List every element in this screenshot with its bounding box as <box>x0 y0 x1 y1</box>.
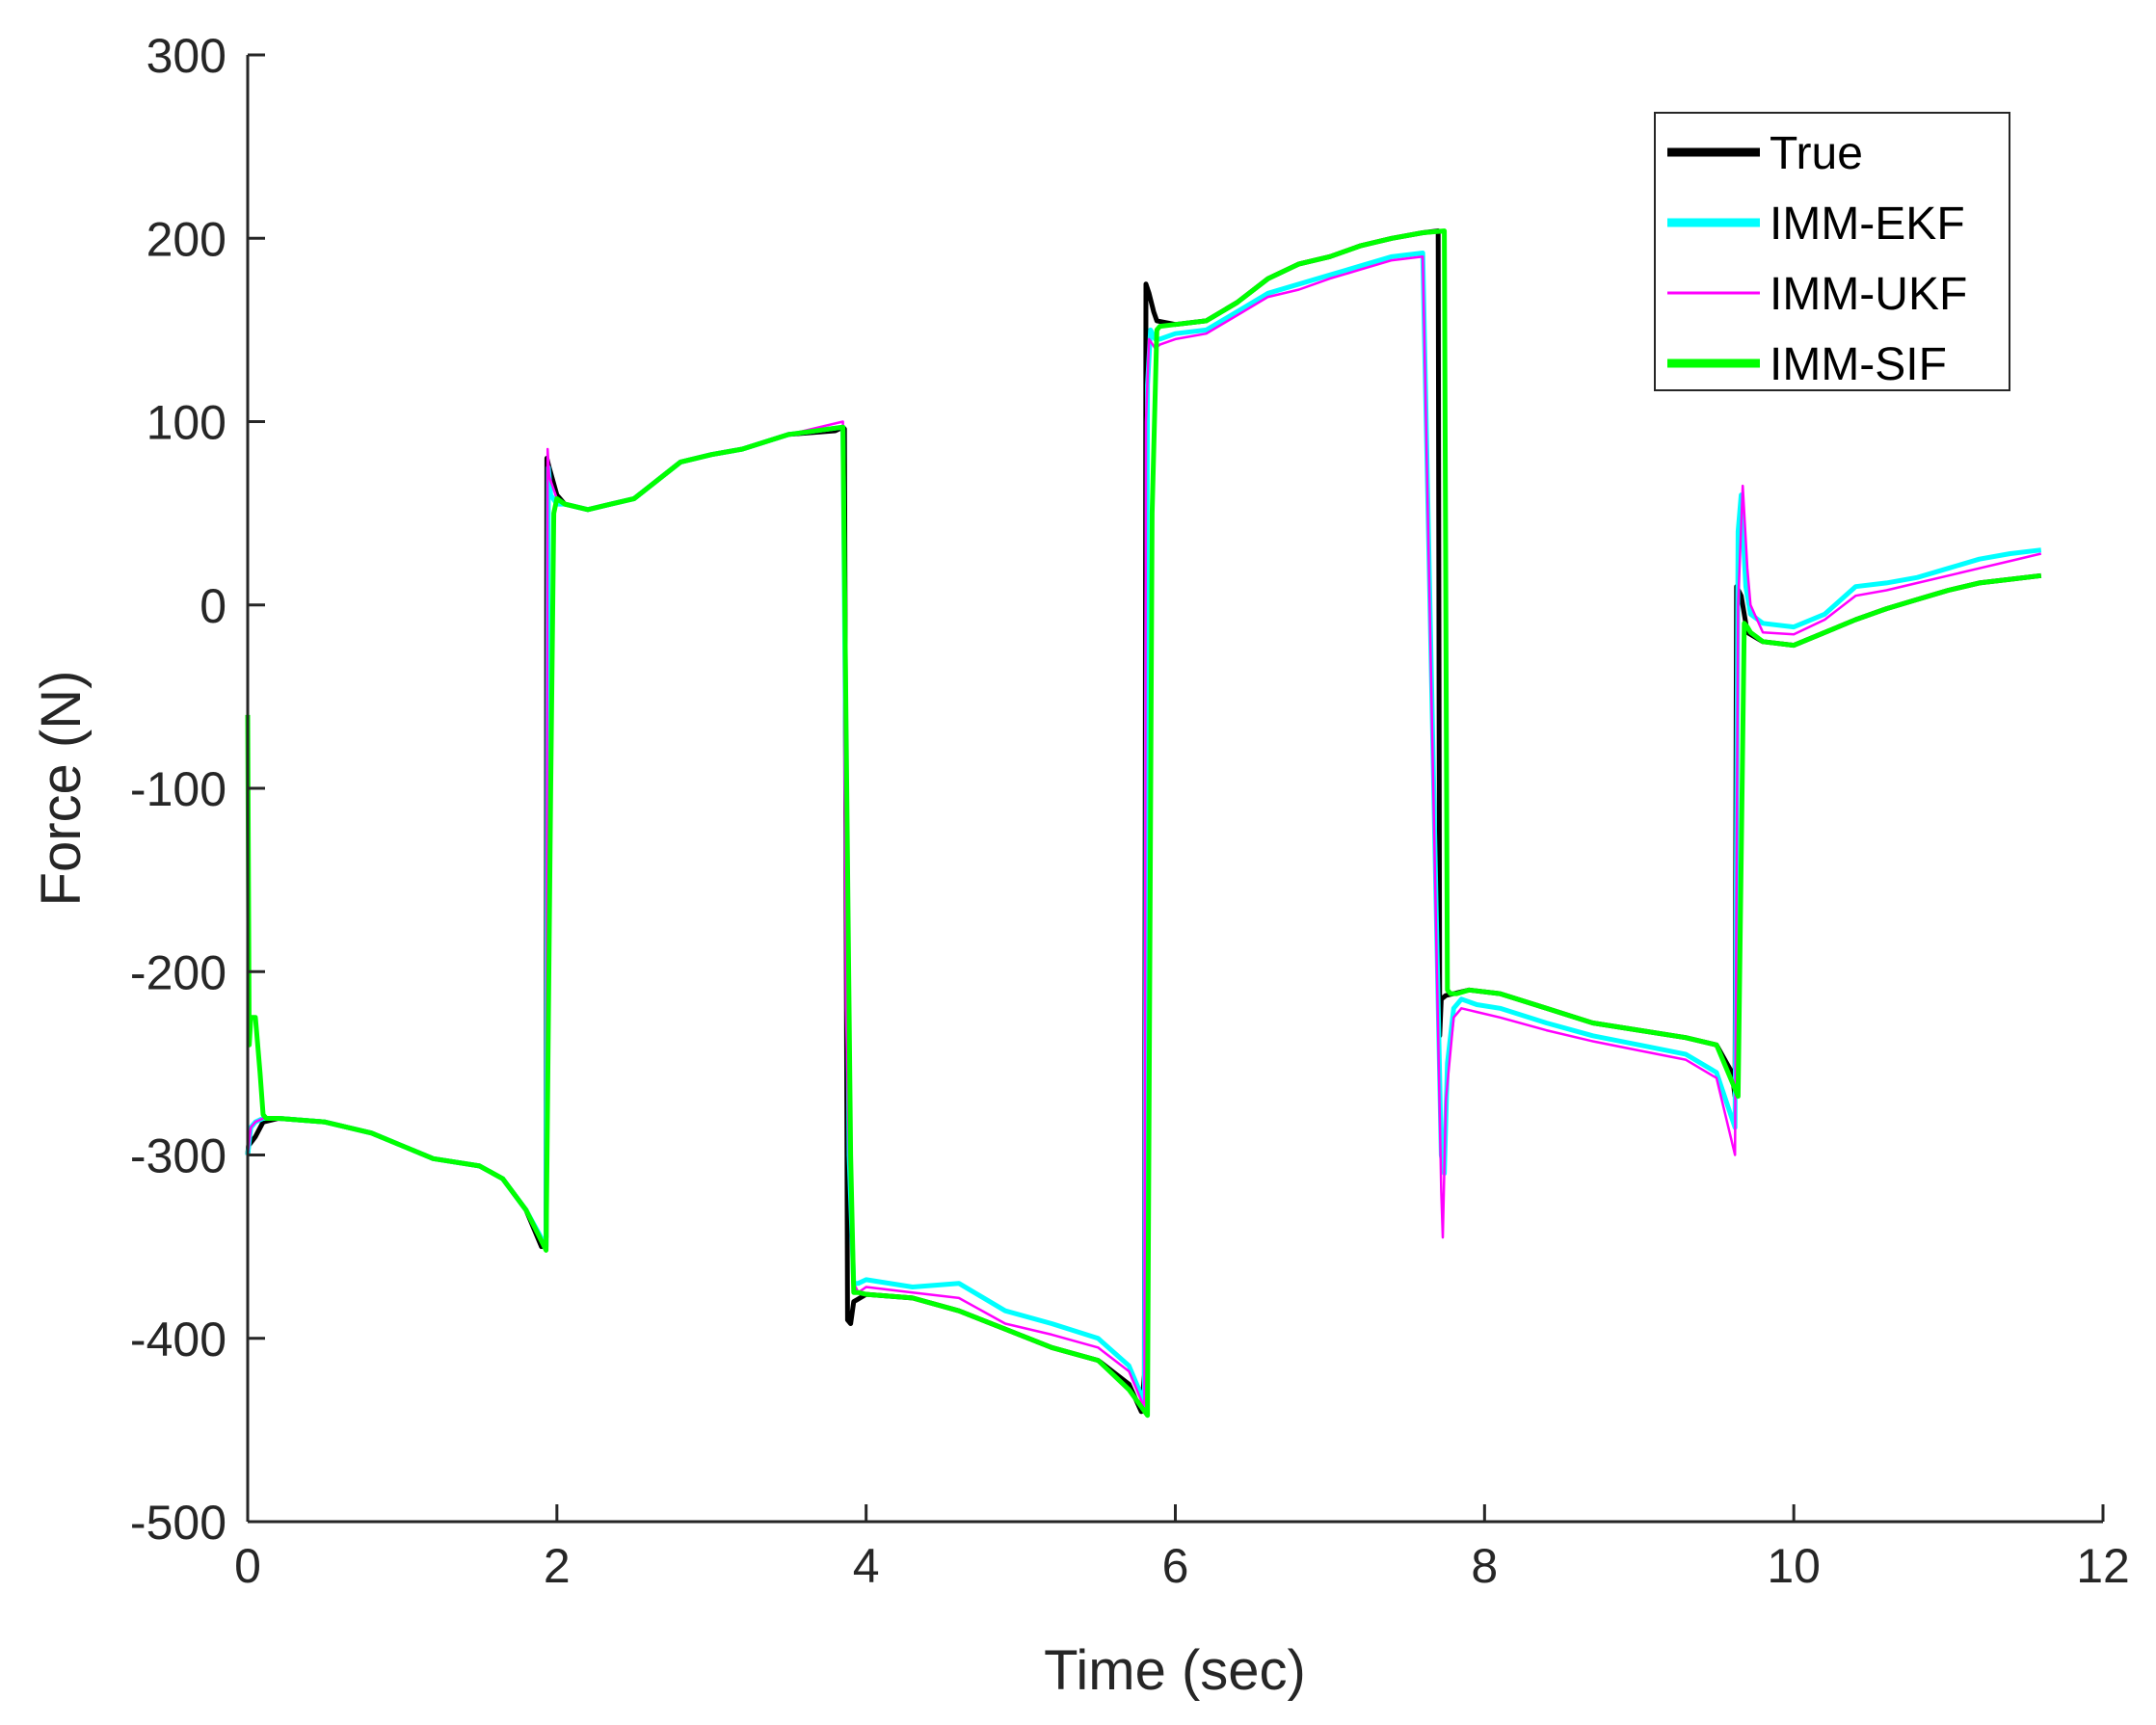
legend-label: True <box>1770 128 1863 179</box>
series-line-imm-ukf <box>246 255 2042 1410</box>
x-axis-label: Time (sec) <box>1044 1639 1306 1702</box>
x-tick-label: 12 <box>2076 1539 2130 1593</box>
legend-box <box>1654 112 2010 391</box>
x-tick-label: 6 <box>1162 1539 1189 1593</box>
legend-label: IMM-SIF <box>1770 339 1947 390</box>
y-tick-label: 200 <box>146 212 226 266</box>
y-tick-label: 0 <box>200 579 226 633</box>
legend-items: True IMM-EKF IMM-UKF IMM-SIF <box>1667 128 1967 390</box>
y-tick-label: -500 <box>130 1496 226 1550</box>
legend-label: IMM-EKF <box>1770 199 1965 250</box>
legend: True IMM-EKF IMM-UKF IMM-SIF <box>1654 112 2010 391</box>
y-tick-label: -200 <box>130 945 226 999</box>
series-layer <box>245 228 2042 1419</box>
x-tick-label: 2 <box>544 1539 571 1593</box>
x-tick-label: 4 <box>853 1539 880 1593</box>
y-axis-label: Force (N) <box>30 671 93 907</box>
x-ticks: 0 2 4 6 8 10 12 <box>234 1504 2130 1593</box>
series-line-imm-sif <box>245 228 2042 1419</box>
y-tick-label: -100 <box>130 762 226 816</box>
x-tick-label: 0 <box>234 1539 261 1593</box>
y-tick-label: 300 <box>146 29 226 83</box>
x-tick-label: 8 <box>1471 1539 1498 1593</box>
y-tick-label: -400 <box>130 1313 226 1367</box>
y-tick-label: 100 <box>146 396 226 450</box>
y-tick-label: -300 <box>130 1129 226 1183</box>
legend-label: IMM-UKF <box>1770 269 1967 320</box>
x-tick-label: 10 <box>1767 1539 1821 1593</box>
y-ticks: -500 -400 -300 -200 -100 0 100 200 300 <box>130 29 265 1550</box>
